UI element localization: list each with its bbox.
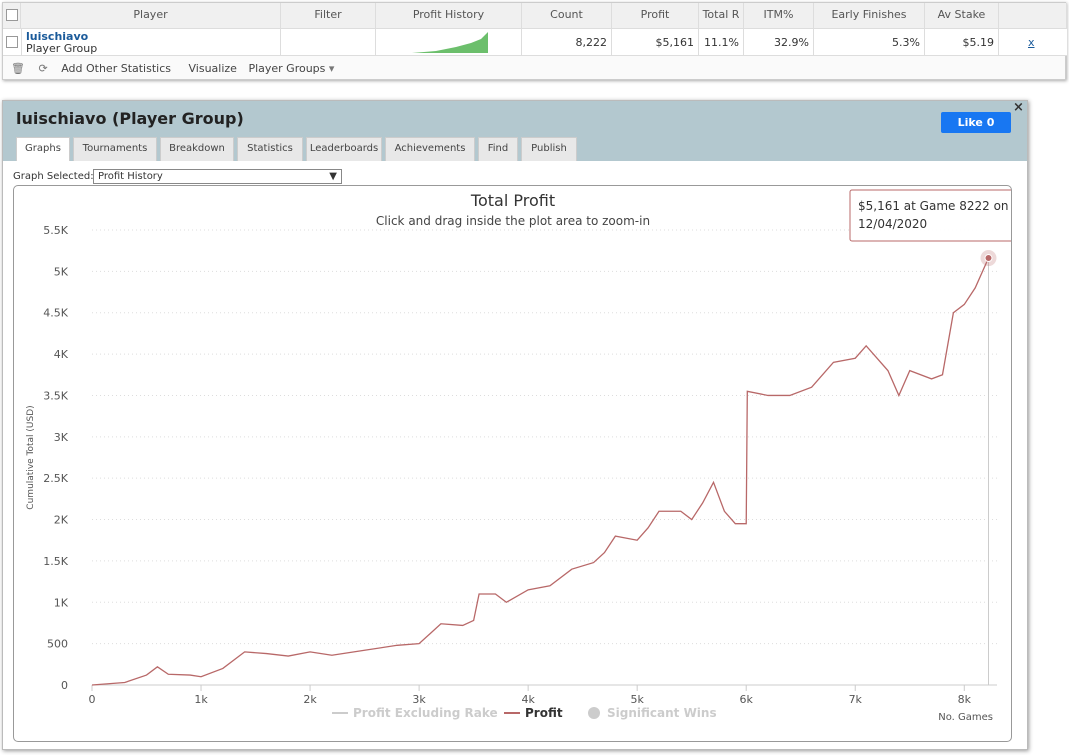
column-header[interactable]: Player	[21, 3, 281, 28]
visualize[interactable]: Visualize	[188, 62, 237, 75]
tab[interactable]: Achievements	[385, 137, 475, 161]
player-name[interactable]: luischiavo	[26, 30, 89, 43]
y-tick-label: 0	[61, 679, 68, 692]
legend-label[interactable]: Significant Wins	[607, 706, 717, 720]
checkbox[interactable]	[6, 9, 18, 21]
x-tick-label: 4k	[521, 693, 535, 706]
stat-cell: 11.1%	[699, 29, 744, 56]
row: luischiavo Player Group 8,222 $5,161 11.1%…	[3, 28, 1067, 56]
toolbar: 🗑 ⟳ Add Other Statistics Visualize Playe…	[11, 62, 335, 75]
chart-box: Total Profit Click and drag inside the pl…	[13, 185, 1014, 742]
stats-table: Player Filter Profit History Count Profit Tot…	[2, 2, 1067, 80]
y-tick-label: 3K	[54, 431, 69, 444]
player-group: Player Group	[26, 42, 98, 55]
tooltip-text: 12/04/2020	[858, 217, 927, 231]
legend-label[interactable]: Profit Excluding Rake	[353, 706, 498, 720]
checkbox[interactable]	[6, 36, 18, 48]
tooltip	[849, 189, 1014, 242]
column-header[interactable]: Profit	[612, 3, 699, 28]
like-button[interactable]: Like 0	[941, 112, 1011, 133]
legend-label[interactable]: Profit	[525, 706, 563, 720]
y-tick-label: 5.5K	[43, 224, 68, 237]
profit-line	[91, 257, 990, 686]
filter-cell	[281, 29, 376, 56]
player-cell: luischiavo Player Group	[21, 29, 281, 56]
y-tick-label: 1.5K	[43, 555, 68, 568]
chart-title: Total Profit	[470, 191, 555, 210]
x-tick-label: 1k	[194, 693, 208, 706]
stat-cell: 32.9%	[744, 29, 814, 56]
y-tick-label: 1K	[54, 596, 69, 609]
y-tick-label: 5K	[54, 265, 69, 278]
column-header[interactable]: Av Stake	[925, 3, 999, 28]
graph-select[interactable]: Profit History ▼	[93, 169, 342, 184]
column-header[interactable]: Total R	[699, 3, 744, 28]
graph-label: Graph Selected:	[13, 171, 94, 182]
column-header	[999, 3, 1067, 28]
tab[interactable]: Breakdown	[160, 137, 234, 161]
y-tick-label: 4.5K	[43, 307, 68, 320]
y-axis-label: Cumulative Total (USD)	[26, 405, 36, 509]
player-groups[interactable]: Player Groups	[248, 62, 326, 75]
stat-cell: 8,222	[522, 29, 612, 56]
tab[interactable]: Statistics	[237, 137, 303, 161]
refresh-icon[interactable]: ⟳	[38, 62, 48, 75]
tab[interactable]: Leaderboards	[306, 137, 382, 161]
column-header[interactable]: Count	[522, 3, 612, 28]
tooltip-text: $5,161 at Game 8222 on	[858, 199, 1009, 213]
chart: Total Profit Click and drag inside the pl…	[26, 189, 1014, 723]
end-point	[984, 254, 993, 263]
chart-subtitle: Click and drag inside the plot area to z…	[376, 214, 650, 228]
column-header[interactable]: Filter	[281, 3, 376, 28]
y-tick-label: 500	[47, 638, 68, 651]
x-tick-label: 5k	[630, 693, 644, 706]
legend-swatch	[588, 707, 600, 719]
tab[interactable]: Tournaments	[73, 137, 157, 161]
header-checkbox-cell	[3, 3, 21, 28]
column-header[interactable]: ITM%	[744, 3, 814, 28]
sparkline-cell	[376, 29, 522, 56]
add-stats[interactable]: Add Other Statistics	[61, 62, 171, 75]
x-tick-label: 0	[89, 693, 96, 706]
y-tick-label: 2.5K	[43, 472, 68, 485]
column-header[interactable]: Profit History	[376, 3, 522, 28]
y-tick-label: 3.5K	[43, 389, 68, 402]
stat-cell: $5.19	[925, 29, 999, 56]
stat-cell: 5.3%	[814, 29, 925, 56]
x-tick-label: 7k	[849, 693, 863, 706]
tab[interactable]: Publish	[521, 137, 577, 161]
x-tick-label: 3k	[412, 693, 426, 706]
tab[interactable]: Find	[478, 137, 518, 161]
x-tick-label: 2k	[303, 693, 317, 706]
y-tick-label: 4K	[54, 348, 69, 361]
stat-cell: $5,161	[612, 29, 699, 56]
y-tick-label: 2K	[54, 514, 69, 527]
sparkline-area	[412, 32, 488, 53]
close-button[interactable]: ×	[1013, 100, 1024, 115]
x-tick-label: 6k	[740, 693, 754, 706]
sparkline	[412, 32, 488, 53]
panel: luischiavo (Player Group) Like 0 × Graph…	[2, 100, 1028, 750]
graph-selected: Profit History	[98, 171, 163, 182]
tab[interactable]: Graphs	[16, 137, 70, 161]
x-tick-label: 8k	[958, 693, 972, 706]
x-axis-label: No. Games	[938, 712, 993, 723]
panel-title: luischiavo (Player Group)	[16, 109, 244, 128]
column-header[interactable]: Early Finishes	[814, 3, 925, 28]
remove-link[interactable]: x	[1028, 36, 1035, 49]
trash-icon[interactable]: 🗑	[11, 62, 25, 75]
